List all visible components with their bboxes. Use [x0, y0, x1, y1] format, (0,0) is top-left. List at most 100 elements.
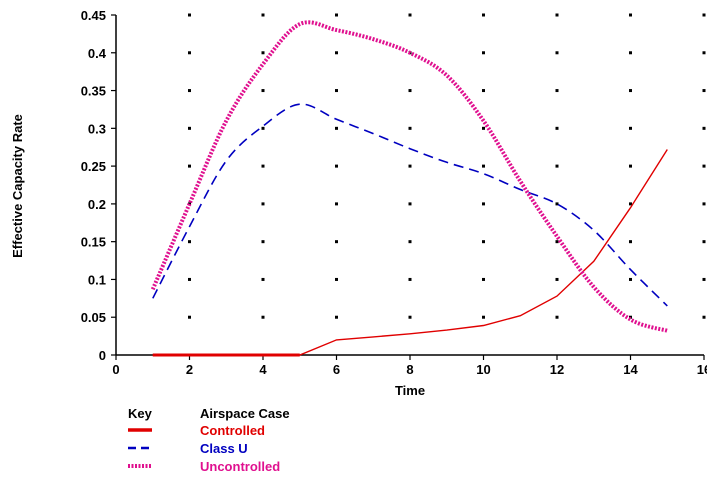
grid-dot	[188, 13, 191, 17]
grid-dot	[555, 13, 559, 17]
grid-dot	[629, 240, 632, 244]
y-tick-label: 0.15	[81, 235, 106, 250]
y-tick-label: 0.1	[88, 272, 106, 287]
grid-dot	[188, 277, 191, 281]
x-tick-label: 14	[623, 362, 638, 377]
grid-dot	[702, 315, 706, 319]
grid-dot	[261, 277, 265, 281]
grid-dot	[408, 89, 412, 93]
grid-dot	[482, 126, 485, 130]
grid-dot	[702, 202, 706, 206]
grid-dot	[335, 89, 338, 93]
grid-dot	[555, 240, 559, 244]
x-tick-label: 8	[406, 362, 413, 377]
grid-dot	[188, 315, 191, 319]
series-line-uncontrolled	[150, 20, 668, 333]
grid-dot	[482, 13, 485, 17]
grid-dot	[629, 126, 632, 130]
x-tick-label: 6	[333, 362, 340, 377]
grid-dot	[261, 126, 265, 130]
grid-dot	[408, 315, 412, 319]
grid-dot	[629, 277, 632, 281]
legend: Key Airspace Case Controlled Class U Uncon…	[128, 406, 290, 474]
grid-dot	[702, 89, 706, 93]
grid-dot	[702, 13, 706, 17]
x-tick-label: 12	[550, 362, 564, 377]
grid-dot	[335, 277, 338, 281]
series	[150, 20, 668, 357]
grid-dot	[482, 164, 485, 168]
y-tick-label: 0	[99, 348, 106, 363]
y-tick-label: 0.4	[88, 46, 107, 61]
grid-dot	[188, 89, 191, 93]
grid-dot	[261, 315, 265, 319]
grid-dot	[482, 89, 485, 93]
y-tick-label: 0.35	[81, 84, 106, 99]
grid-dot	[702, 164, 706, 168]
grid-dot	[482, 315, 485, 319]
y-tick-label: 0.25	[81, 159, 106, 174]
grid-dot	[702, 277, 706, 281]
x-tick-label: 2	[186, 362, 193, 377]
grid-dot	[629, 89, 632, 93]
grid-dot	[335, 164, 338, 168]
grid-dot	[629, 13, 632, 17]
legend-key-heading: Key	[128, 406, 153, 421]
grid-dot	[555, 89, 559, 93]
grid-dot	[702, 240, 706, 244]
x-tick-label: 16	[697, 362, 707, 377]
legend-airspace-heading: Airspace Case	[200, 406, 290, 421]
grid-dot	[261, 51, 265, 55]
grid-dot	[335, 315, 338, 319]
grid-dot	[482, 51, 485, 55]
grid-dot	[188, 240, 191, 244]
tick-labels: 0 0.05 0.1 0.15 0.2 0.25 0.3 0.35 0.4 0.45 0 2 4 6 8 10…	[81, 8, 707, 377]
grid-dot	[555, 126, 559, 130]
grid-dot	[629, 164, 632, 168]
grid-dot	[408, 164, 412, 168]
grid-dot	[482, 240, 485, 244]
grid-dot	[261, 13, 265, 17]
grid-dot	[335, 202, 338, 206]
grid	[188, 13, 706, 319]
grid-dot	[555, 164, 559, 168]
x-axis-title: Time	[395, 383, 425, 398]
grid-dot	[335, 240, 338, 244]
grid-dot	[629, 51, 632, 55]
grid-dot	[555, 277, 559, 281]
y-tick-label: 0.45	[81, 8, 106, 23]
grid-dot	[261, 164, 265, 168]
grid-dot	[555, 51, 559, 55]
grid-dot	[188, 164, 191, 168]
x-tick-label: 10	[476, 362, 490, 377]
grid-dot	[261, 240, 265, 244]
grid-dot	[555, 315, 559, 319]
series-line-controlled	[152, 149, 668, 356]
grid-dot	[335, 126, 338, 130]
legend-label-class-u: Class U	[200, 441, 248, 456]
grid-dot	[629, 202, 632, 206]
grid-dot	[335, 51, 338, 55]
y-tick-label: 0.3	[88, 121, 106, 136]
y-tick-label: 0.05	[81, 310, 106, 325]
grid-dot	[261, 89, 265, 93]
grid-dot	[408, 13, 412, 17]
grid-dot	[261, 202, 265, 206]
x-tick-label: 4	[259, 362, 267, 377]
y-axis-title: Effective Capacity Rate	[10, 114, 25, 258]
legend-label-controlled: Controlled	[200, 423, 265, 438]
grid-dot	[702, 126, 706, 130]
grid-dot	[188, 126, 191, 130]
legend-label-uncontrolled: Uncontrolled	[200, 459, 280, 474]
x-tick-label: 0	[112, 362, 119, 377]
grid-dot	[555, 202, 559, 206]
grid-dot	[408, 202, 412, 206]
grid-dot	[335, 13, 338, 17]
series-line-class-u	[152, 103, 668, 307]
grid-dot	[408, 277, 412, 281]
grid-dot	[482, 277, 485, 281]
grid-dot	[482, 202, 485, 206]
grid-dot	[188, 51, 191, 55]
y-tick-label: 0.2	[88, 197, 106, 212]
